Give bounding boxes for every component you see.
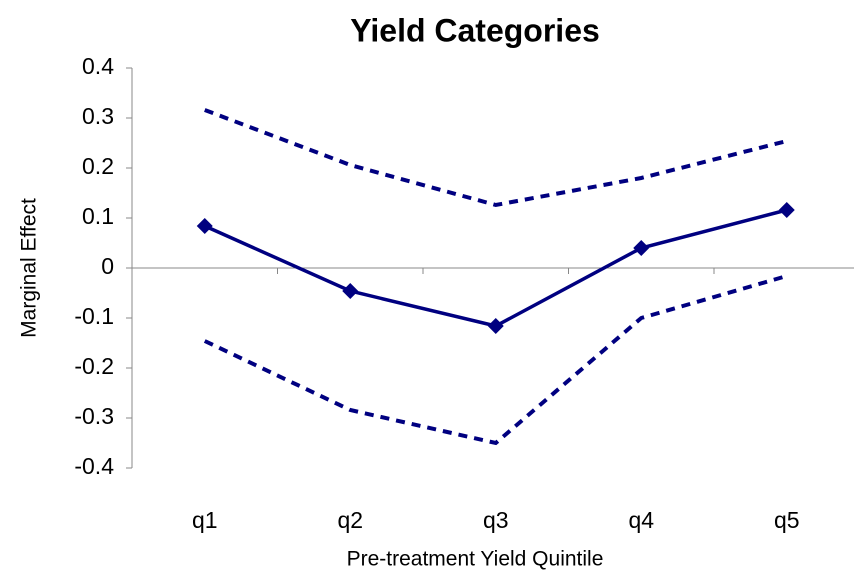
x-tick-label: q1 [192, 507, 218, 533]
y-tick-label: -0.2 [74, 353, 114, 379]
y-tick-label: -0.1 [74, 303, 114, 329]
marker [778, 202, 795, 218]
x-tick-label: q4 [628, 507, 654, 533]
y-tick-label: 0.1 [82, 203, 114, 229]
y-tick-label: 0.2 [82, 153, 114, 179]
y-tick-label: 0 [101, 253, 114, 279]
y-tick-label: 0.4 [82, 53, 114, 79]
x-axis-title: Pre-treatment Yield Quintile [347, 548, 604, 571]
y-tick-label: 0.3 [82, 103, 114, 129]
series-line [204, 108, 788, 208]
marker [487, 318, 504, 334]
marker [342, 283, 359, 299]
chart-title: Yield Categories [350, 12, 600, 48]
marker [633, 240, 650, 256]
x-tick-label: q2 [337, 507, 363, 533]
series-line [203, 274, 788, 446]
x-tick-label: q5 [774, 507, 800, 533]
x-tick-label: q3 [483, 507, 509, 533]
y-tick-label: -0.4 [74, 453, 114, 479]
marker [196, 218, 213, 234]
y-tick-label: -0.3 [74, 403, 114, 429]
y-axis-title: Marginal Effect [18, 198, 41, 338]
